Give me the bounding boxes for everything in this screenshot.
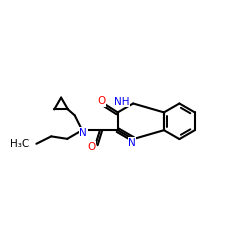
Text: NH: NH — [114, 96, 130, 106]
Text: H₃C: H₃C — [10, 139, 29, 149]
Text: O: O — [97, 96, 105, 106]
Text: N: N — [80, 128, 87, 138]
Text: N: N — [128, 138, 136, 148]
Text: O: O — [88, 142, 96, 152]
